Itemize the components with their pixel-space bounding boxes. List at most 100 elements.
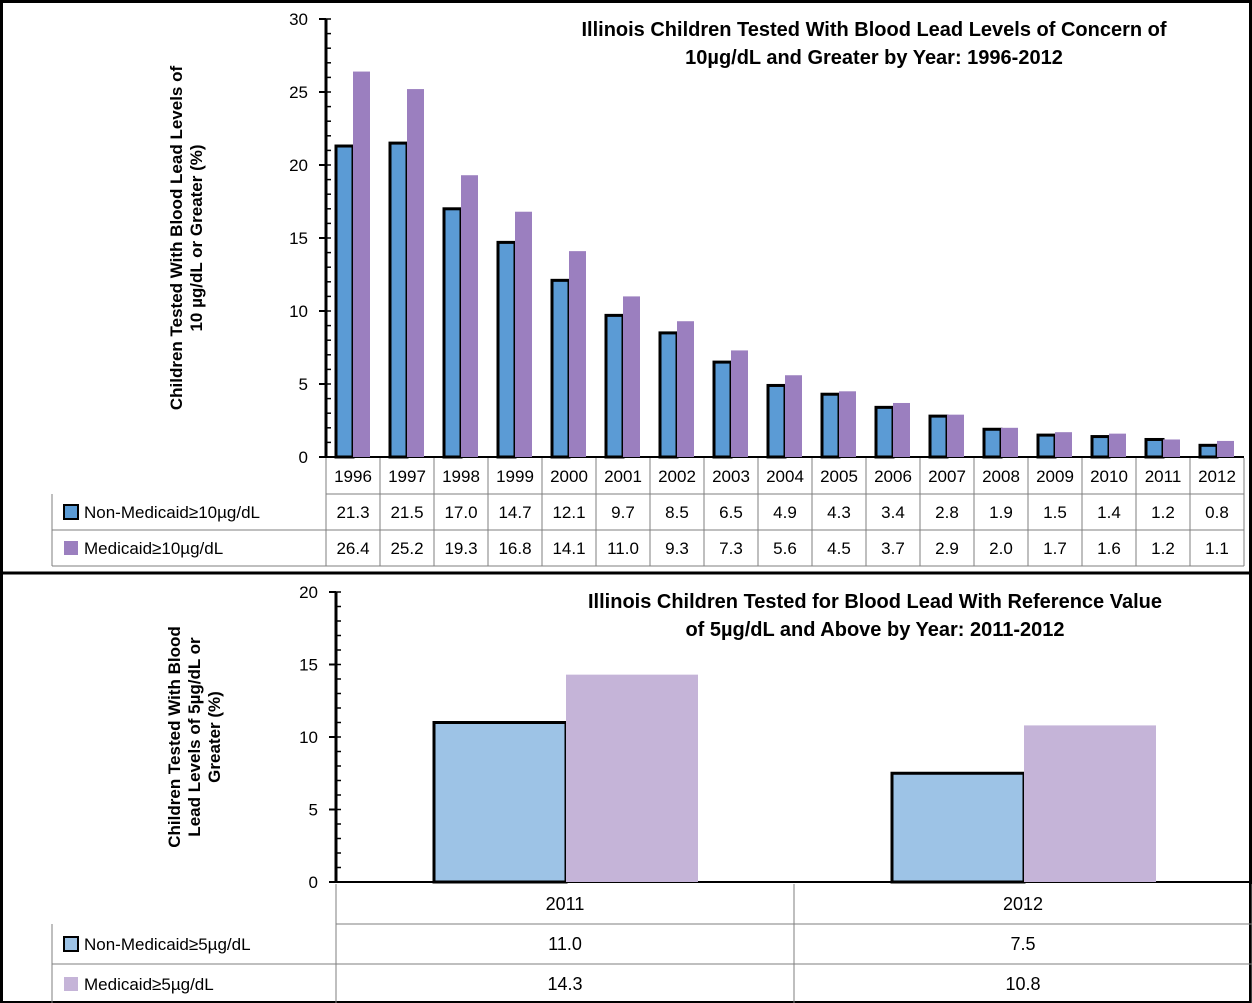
data-table-value: 2.0 [989,539,1013,558]
y-tick-label: 20 [289,156,308,175]
bar-Non-Medicaid≥10µg/dL-2003 [712,360,733,459]
data-table-value: 8.5 [665,503,689,522]
chart-title-line: 10µg/dL and Greater by Year: 1996-2012 [685,47,1063,69]
bar-Non-Medicaid≥10µg/dL-2011 [1144,437,1165,459]
y-axis-label: Children Tested With Blood Lead Levels o… [167,66,206,411]
y-tick-label: 5 [309,801,318,820]
data-table-value: 2.8 [935,503,959,522]
data-table-value: 14.3 [547,974,582,994]
bar-Medicaid≥10µg/dL-2003 [731,350,748,457]
y-axis-label: Children Tested With BloodLead Levels of… [165,626,224,847]
legend-series-name: Non-Medicaid≥5µg/dL [84,935,251,954]
legend-key-series-1 [63,504,79,520]
bar-Medicaid≥5µg/dL-2011 [566,674,698,882]
bar-Non-Medicaid≥10µg/dL-2001 [604,313,625,459]
data-table-value: 19.3 [444,539,477,558]
x-category-label: 2008 [982,467,1020,486]
data-table-value: 11.0 [548,934,582,954]
bar-Medicaid≥10µg/dL-1996 [353,71,370,457]
data-table-value: 1.2 [1151,503,1175,522]
y-tick-label: 5 [299,375,308,394]
bar-Non-Medicaid≥5µg/dL-2012 [890,771,1026,884]
data-table-value: 11.0 [607,539,639,558]
x-category-label: 1999 [496,467,534,486]
data-table-value: 1.4 [1097,503,1121,522]
x-category-label: 2010 [1090,467,1128,486]
chart-title-line: Illinois Children Tested With Blood Lead… [581,19,1166,41]
x-category-label: 2007 [928,467,966,486]
data-table-value: 10.8 [1005,974,1040,994]
x-category-label: 2011 [546,894,585,914]
x-category-label: 2004 [766,467,804,486]
bar-Medicaid≥10µg/dL-1998 [461,175,478,457]
chart-panel-2: 0 5 10 15 20 Children Tested With BloodLead L… [51,583,1252,1003]
data-table-value: 6.5 [719,503,743,522]
data-table-value: 7.5 [1010,934,1035,954]
x-category-label: 2012 [1198,467,1236,486]
bar-Non-Medicaid≥10µg/dL-2000 [550,278,571,459]
x-category-label: 2003 [712,467,750,486]
data-table-value: 12.1 [552,503,585,522]
data-table-value: 17.0 [444,503,477,522]
legend-series-name: Medicaid≥10µg/dL [84,539,223,558]
bar-Non-Medicaid≥10µg/dL-2006 [874,405,895,459]
y-tick-label: 10 [299,728,318,747]
legend-key-series-2 [64,977,78,991]
bar-Non-Medicaid≥10µg/dL-2002 [658,331,679,459]
bar-Medicaid≥10µg/dL-1999 [515,211,532,457]
data-table-value: 14.1 [552,539,585,558]
y-tick-label: 30 [289,10,308,29]
x-category-label: 2011 [1145,467,1182,486]
y-axis-label-line: Greater (%) [205,691,224,783]
legend-series-name: Medicaid≥5µg/dL [84,975,214,994]
chart-title-line: Illinois Children Tested for Blood Lead … [588,591,1162,613]
data-table-value: 5.6 [773,539,797,558]
data-table-value: 2.9 [935,539,959,558]
bar-Non-Medicaid≥5µg/dL-2011 [432,721,568,884]
data-table-value: 1.2 [1151,539,1175,558]
bar-Non-Medicaid≥10µg/dL-2007 [928,414,949,459]
y-tick-label: 10 [289,302,308,321]
x-category-label: 2000 [550,467,588,486]
data-table-value: 16.8 [498,539,531,558]
data-table-value: 1.5 [1043,503,1067,522]
x-category-label: 1996 [334,467,372,486]
bar-Non-Medicaid≥10µg/dL-2008 [982,427,1003,459]
bar-Medicaid≥5µg/dL-2012 [1024,725,1156,882]
bar-Non-Medicaid≥10µg/dL-2010 [1090,435,1111,459]
bar-Medicaid≥10µg/dL-2011 [1163,439,1180,457]
y-tick-label: 0 [299,448,308,467]
bar-Medicaid≥10µg/dL-2004 [785,375,802,457]
data-table-value: 4.5 [827,539,851,558]
x-category-label: 2002 [658,467,696,486]
bar-Medicaid≥10µg/dL-2012 [1217,440,1234,457]
chart-title: Illinois Children Tested With Blood Lead… [581,19,1166,69]
bar-Medicaid≥10µg/dL-2002 [677,321,694,457]
bar-Medicaid≥10µg/dL-2007 [947,414,964,457]
data-table-value: 9.7 [611,503,635,522]
data-table-value: 26.4 [336,539,369,558]
bar-Non-Medicaid≥10µg/dL-2009 [1036,433,1057,459]
bar-Medicaid≥10µg/dL-2006 [893,402,910,457]
chart-panel-1: 0 5 10 15 20 25 30 Children Tested With Blood L… [51,10,1245,567]
bar-Non-Medicaid≥10µg/dL-1996 [334,144,355,459]
legend-key-series-1 [63,936,79,952]
y-tick-label: 0 [309,873,318,892]
x-category-label: 2012 [1003,894,1043,914]
bar-Non-Medicaid≥10µg/dL-1997 [388,141,409,459]
chart-title-line: of 5µg/dL and Above by Year: 2011-2012 [685,619,1064,641]
x-category-label: 2006 [874,467,912,486]
bar-Non-Medicaid≥10µg/dL-2012 [1198,443,1219,459]
data-table-value: 4.3 [827,503,851,522]
legend-series-name: Non-Medicaid≥10µg/dL [84,503,260,522]
bar-Medicaid≥10µg/dL-1997 [407,89,424,457]
data-table-value: 21.3 [336,503,369,522]
y-tick-label: 15 [299,656,318,675]
data-table-value: 1.6 [1097,539,1121,558]
x-category-label: 2005 [820,467,858,486]
data-table-value: 1.7 [1043,539,1067,558]
data-table-value: 14.7 [498,503,531,522]
data-table-value: 25.2 [390,539,423,558]
y-axis-label-line: Lead Levels of 5µg/dL or [185,637,204,837]
